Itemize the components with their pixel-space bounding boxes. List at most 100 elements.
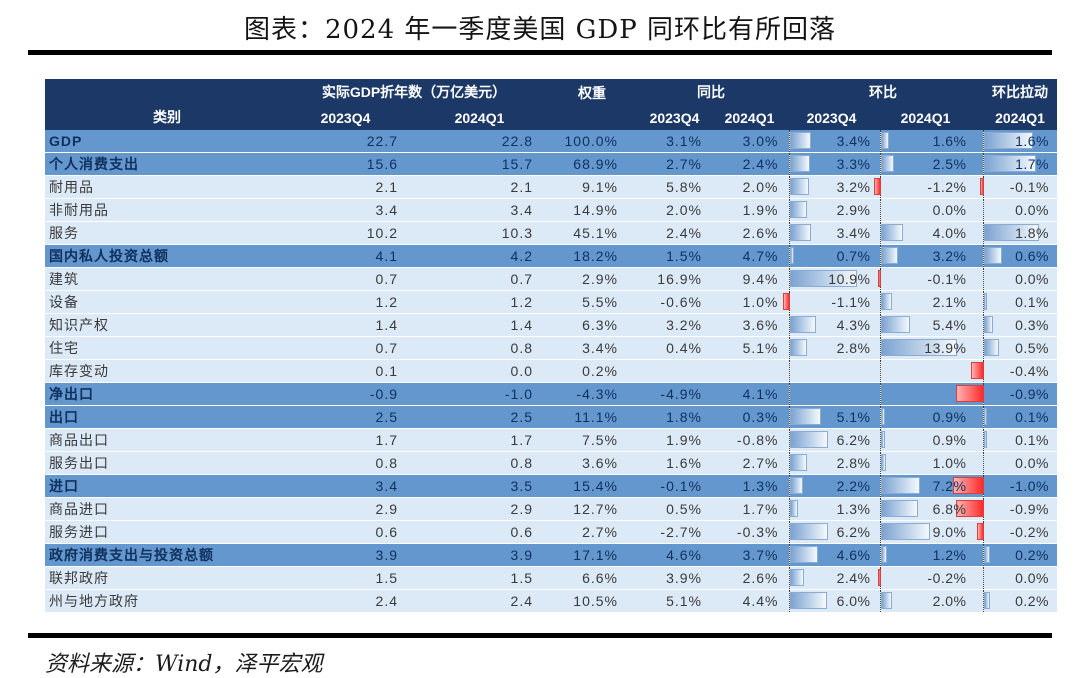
header-gdp-2024q1: 2024Q1 <box>420 105 557 130</box>
data-bar-positive <box>789 178 810 195</box>
cell-value: 0.0% <box>1015 271 1049 287</box>
cell-yoy-2024q1: 1.7% <box>716 497 789 521</box>
cell-pull-2024q1: 0.0% <box>982 451 1057 475</box>
cell-weight: 11.1% <box>557 405 643 429</box>
data-bar-positive <box>880 592 892 609</box>
cell-gdp-2024q1: 3.9 <box>420 543 557 567</box>
cell-gdp-2023q4: 15.6 <box>289 152 420 176</box>
cell-value: 2.8% <box>836 455 871 471</box>
cell-value: 0.6% <box>1015 248 1049 264</box>
cell-value: 0.2% <box>1015 593 1049 609</box>
source-note: 资料来源：Wind，泽平宏观 <box>45 652 323 677</box>
header-qoq-2024q1: 2024Q1 <box>880 105 983 130</box>
table-row: 国内私人投资总额 4.1 4.2 18.2% 1.5% 4.7% 0.7% 3.2% 0.6% <box>45 244 1057 268</box>
cell-pull-2024q1: -0.9% <box>955 497 1057 521</box>
cell-value: -1.1% <box>831 294 871 310</box>
cell-qoq-2023q4: -1.1% <box>782 290 880 314</box>
cell-value: 3.3% <box>836 156 871 172</box>
data-bar-positive <box>880 155 895 172</box>
data-bar-positive <box>983 224 1039 241</box>
cell-gdp-2023q4: 0.1 <box>289 359 420 383</box>
cell-qoq-2024q1: 9.0% <box>879 520 983 544</box>
table-row: 非耐用品 3.4 3.4 14.9% 2.0% 1.9% 2.9% 0.0% 0.0% <box>45 198 1057 222</box>
row-label: 建筑 <box>45 267 289 291</box>
data-bar-positive <box>789 500 798 517</box>
cell-pull-2024q1: 0.2% <box>982 543 1057 567</box>
cell-yoy-2023q4: 4.6% <box>643 543 716 567</box>
cell-value: 2.0% <box>932 593 967 609</box>
table-row: 设备 1.2 1.2 5.5% -0.6% 1.0% -1.1% 2.1% 0.1% <box>45 290 1057 314</box>
data-bar-positive <box>880 132 890 149</box>
cell-yoy-2023q4: 3.1% <box>643 130 716 153</box>
data-bar-negative <box>877 569 881 586</box>
cell-weight: 6.3% <box>557 313 643 337</box>
cell-yoy-2024q1: -0.3% <box>716 520 789 544</box>
cell-gdp-2024q1: 2.1 <box>420 175 557 199</box>
data-bar-positive <box>880 408 886 425</box>
cell-pull-2024q1: -1.0% <box>952 474 1057 498</box>
data-bar-positive <box>789 523 828 540</box>
data-bar-negative <box>873 178 881 195</box>
cell-yoy-2023q4: 2.7% <box>643 152 716 176</box>
cell-gdp-2023q4: 1.7 <box>289 428 420 452</box>
data-bar-positive <box>789 316 817 333</box>
cell-weight: 15.4% <box>557 474 643 498</box>
cell-value: 0.1% <box>1015 409 1049 425</box>
cell-gdp-2024q1: 4.2 <box>420 244 557 268</box>
cell-value: 1.8% <box>1015 225 1049 241</box>
gdp-table: 类别 实际GDP折年数（万亿美元） 权重 同比 环比 环比拉动 2023Q4 2… <box>45 79 1057 613</box>
data-bar-negative <box>782 293 790 310</box>
cell-yoy-2024q1: 2.4% <box>716 152 789 176</box>
cell-qoq-2023q4: 2.4% <box>788 566 880 590</box>
table-row: 个人消费支出 15.6 15.7 68.9% 2.7% 2.4% 3.3% 2.5% 1.7% <box>45 152 1057 176</box>
data-bar-negative <box>971 362 984 379</box>
cell-weight: 18.2% <box>557 244 643 268</box>
cell-yoy-2024q1: 0.3% <box>716 405 789 429</box>
cell-value: 4.0% <box>932 225 967 241</box>
cell-pull-2024q1: 0.2% <box>982 589 1057 613</box>
cell-value: 13.9% <box>924 340 967 356</box>
header-group-yoy: 同比 <box>643 79 789 105</box>
row-label: 政府消费支出与投资总额 <box>45 543 289 567</box>
data-bar-positive <box>983 155 1036 172</box>
data-bar-positive <box>983 546 990 563</box>
cell-yoy-2023q4: -2.7% <box>643 520 716 544</box>
cell-qoq-2023q4: 6.0% <box>788 589 880 613</box>
cell-gdp-2023q4: 3.4 <box>289 474 420 498</box>
cell-qoq-2023q4: 3.2% <box>788 175 880 199</box>
table-row: 服务进口 0.6 0.6 2.7% -2.7% -0.3% 6.2% 9.0% -0.2% <box>45 520 1057 544</box>
row-label: 耐用品 <box>45 175 289 199</box>
header-category: 类别 <box>45 79 289 130</box>
cell-yoy-2024q1: 2.6% <box>716 566 789 590</box>
cell-pull-2024q1: 0.5% <box>982 336 1057 360</box>
cell-yoy-2023q4: 1.6% <box>643 451 716 475</box>
cell-yoy-2023q4: -4.9% <box>643 382 716 406</box>
cell-weight: 14.9% <box>557 198 643 222</box>
cell-value: 0.7% <box>836 248 871 264</box>
cell-yoy-2024q1: 1.3% <box>716 474 789 498</box>
cell-gdp-2023q4: 3.4 <box>289 198 420 222</box>
header-qoq-2023q4: 2023Q4 <box>789 105 880 130</box>
data-bar-positive <box>880 224 903 241</box>
cell-gdp-2023q4: 0.7 <box>289 267 420 291</box>
cell-qoq-2024q1: -0.2% <box>877 566 983 590</box>
cell-gdp-2024q1: 2.5 <box>420 405 557 429</box>
data-bar-positive <box>789 132 811 149</box>
cell-gdp-2024q1: 0.7 <box>420 267 557 291</box>
cell-qoq-2023q4: 2.8% <box>788 336 880 360</box>
cell-weight: 10.5% <box>557 589 643 613</box>
table-row: 联邦政府 1.5 1.5 6.6% 3.9% 2.6% 2.4% -0.2% 0.0% <box>45 566 1057 590</box>
cell-yoy-2024q1: 2.0% <box>716 175 789 199</box>
cell-pull-2024q1: 0.1% <box>982 428 1057 452</box>
cell-yoy-2024q1: 3.7% <box>716 543 789 567</box>
cell-gdp-2023q4: 10.2 <box>289 221 420 245</box>
data-bar-positive <box>880 523 931 540</box>
cell-qoq-2024q1: -0.1% <box>877 267 983 291</box>
cell-yoy-2024q1: 4.4% <box>716 589 789 613</box>
cell-yoy-2023q4: 5.8% <box>643 175 716 199</box>
data-bar-positive <box>789 477 804 494</box>
cell-value: -1.0% <box>1009 478 1049 494</box>
cell-value: 2.9% <box>836 202 871 218</box>
cell-qoq-2024q1: 1.0% <box>879 451 983 475</box>
data-bar-positive <box>983 247 1002 264</box>
